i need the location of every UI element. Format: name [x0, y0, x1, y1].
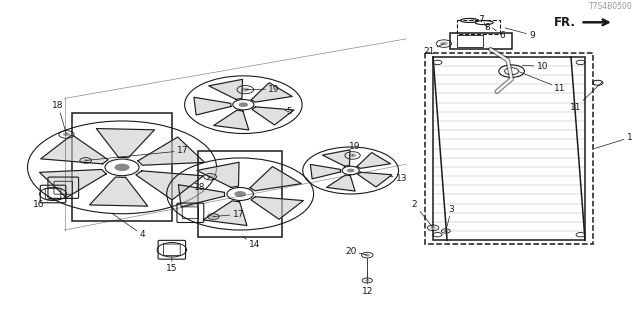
Text: 16: 16 [33, 199, 48, 209]
Circle shape [444, 230, 448, 232]
Bar [426, 53, 593, 244]
Polygon shape [252, 107, 294, 125]
Text: 6: 6 [492, 28, 505, 40]
Text: 13: 13 [390, 174, 408, 183]
Polygon shape [323, 150, 350, 166]
Text: 19: 19 [349, 142, 361, 156]
Text: FR.: FR. [554, 16, 575, 29]
Circle shape [241, 88, 250, 92]
Bar [451, 33, 511, 49]
Polygon shape [40, 170, 106, 198]
Text: 21: 21 [423, 44, 444, 56]
Text: 5: 5 [285, 108, 292, 116]
Text: 15: 15 [166, 257, 177, 273]
Text: 19: 19 [245, 84, 280, 93]
Polygon shape [41, 135, 108, 164]
Polygon shape [214, 110, 249, 130]
Circle shape [211, 215, 216, 218]
Bar [457, 20, 500, 34]
Circle shape [115, 164, 129, 171]
Circle shape [239, 102, 248, 107]
Polygon shape [251, 197, 303, 219]
Polygon shape [97, 129, 154, 158]
Text: 7: 7 [469, 15, 484, 24]
Circle shape [63, 132, 70, 136]
Circle shape [234, 191, 246, 197]
Circle shape [347, 169, 355, 172]
Text: 9: 9 [505, 28, 535, 40]
Circle shape [364, 254, 370, 257]
Text: 2: 2 [412, 200, 433, 228]
Text: 18: 18 [194, 177, 210, 192]
Text: 11: 11 [570, 82, 602, 112]
Bar [433, 57, 585, 240]
Text: 8: 8 [484, 23, 490, 32]
Polygon shape [357, 153, 390, 168]
Bar [72, 113, 173, 221]
Polygon shape [252, 83, 292, 102]
Text: 3: 3 [446, 204, 454, 231]
Circle shape [440, 42, 448, 45]
Circle shape [430, 227, 436, 229]
Polygon shape [326, 175, 355, 191]
Text: 17: 17 [213, 210, 244, 219]
Circle shape [83, 159, 88, 162]
Polygon shape [194, 97, 231, 115]
Polygon shape [136, 171, 204, 200]
Bar [457, 35, 483, 47]
Text: 20: 20 [345, 246, 367, 255]
Polygon shape [203, 201, 247, 226]
Text: 12: 12 [362, 280, 373, 296]
Circle shape [365, 279, 370, 282]
Text: 14: 14 [243, 237, 260, 249]
Circle shape [349, 154, 356, 157]
Text: 11: 11 [519, 72, 566, 92]
Polygon shape [197, 162, 239, 188]
Text: 17: 17 [86, 146, 188, 160]
Text: 1: 1 [595, 133, 632, 148]
Text: T7S4B0500: T7S4B0500 [589, 2, 633, 11]
Text: 18: 18 [52, 101, 67, 134]
Polygon shape [209, 79, 243, 100]
Polygon shape [90, 177, 148, 206]
Polygon shape [310, 164, 340, 179]
Circle shape [207, 175, 213, 178]
Polygon shape [358, 172, 392, 187]
Text: 4: 4 [113, 214, 145, 239]
Polygon shape [179, 185, 225, 207]
Text: 10: 10 [522, 62, 548, 71]
Bar [198, 151, 282, 237]
Polygon shape [250, 166, 301, 191]
Polygon shape [138, 137, 205, 165]
